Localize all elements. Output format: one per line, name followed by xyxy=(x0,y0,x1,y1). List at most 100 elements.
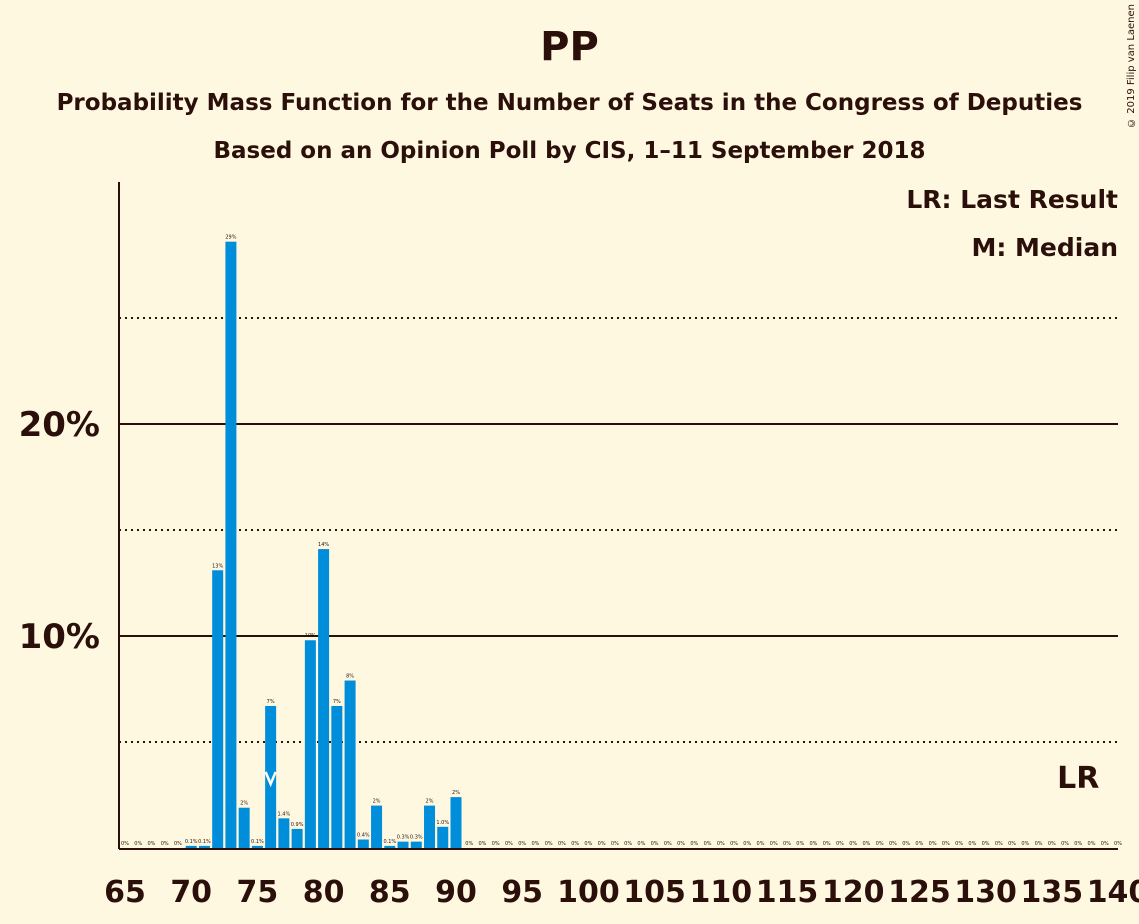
bar-label-121: 0% xyxy=(862,841,870,847)
x-tick-label: 65 xyxy=(104,875,146,910)
bar-label-79: 10% xyxy=(305,633,316,639)
bar-label-94: 0% xyxy=(505,841,513,847)
bar-76 xyxy=(265,705,277,848)
last-result-label: LR xyxy=(1057,761,1099,796)
bar-label-137: 0% xyxy=(1074,841,1082,847)
bar-label-129: 0% xyxy=(968,841,976,847)
y-tick-label: 10% xyxy=(19,617,100,657)
bar-label-120: 0% xyxy=(849,841,857,847)
bar-84 xyxy=(371,805,383,848)
bar-label-114: 0% xyxy=(770,841,778,847)
bar-label-110: 0% xyxy=(717,841,725,847)
bar-label-140: 0% xyxy=(1114,841,1122,847)
bar-label-106: 0% xyxy=(664,841,672,847)
bar-label-84: 2% xyxy=(373,799,381,805)
bar-label-134: 0% xyxy=(1035,841,1043,847)
bar-label-81: 7% xyxy=(333,699,341,705)
bar-label-85: 0.1% xyxy=(383,839,396,845)
bar-74 xyxy=(238,807,250,848)
bar-label-74: 2% xyxy=(240,801,248,807)
bar-label-91: 0% xyxy=(465,841,473,847)
bar-81 xyxy=(331,705,343,848)
bar-label-112: 0% xyxy=(743,841,751,847)
bar-label-75: 0.1% xyxy=(251,839,264,845)
bar-label-132: 0% xyxy=(1008,841,1016,847)
legend-last-result: LR: Last Result xyxy=(906,185,1118,214)
bar-label-96: 0% xyxy=(531,841,539,847)
x-tick-label: 140 xyxy=(1087,875,1139,910)
y-tick-label: 20% xyxy=(19,405,100,445)
x-tick-label: 110 xyxy=(689,875,752,910)
bar-label-119: 0% xyxy=(836,841,844,847)
bar-86 xyxy=(397,841,409,848)
x-tick-label: 95 xyxy=(501,875,543,910)
bar-label-98: 0% xyxy=(558,841,566,847)
bar-label-122: 0% xyxy=(876,841,884,847)
bar-label-138: 0% xyxy=(1088,841,1096,847)
bar-label-71: 0.1% xyxy=(198,839,211,845)
bar-75 xyxy=(251,845,263,848)
bar-label-100: 0% xyxy=(584,841,592,847)
bar-label-92: 0% xyxy=(479,841,487,847)
bar-label-102: 0% xyxy=(611,841,619,847)
bar-label-72: 13% xyxy=(212,563,223,569)
bar-label-105: 0% xyxy=(651,841,659,847)
bar-78 xyxy=(291,828,303,848)
bar-label-89: 1.0% xyxy=(436,820,449,826)
bar-70 xyxy=(185,845,197,848)
bar-label-109: 0% xyxy=(704,841,712,847)
bar-label-111: 0% xyxy=(730,841,738,847)
bar-label-68: 0% xyxy=(161,841,169,847)
bar-label-78: 0.9% xyxy=(291,822,304,828)
bar-label-99: 0% xyxy=(571,841,579,847)
x-tick-label: 125 xyxy=(888,875,951,910)
bar-82 xyxy=(344,680,356,848)
bar-label-123: 0% xyxy=(889,841,897,847)
chart-subtitle: Probability Mass Function for the Number… xyxy=(56,90,1083,116)
bar-label-104: 0% xyxy=(637,841,645,847)
bar-label-95: 0% xyxy=(518,841,526,847)
bar-label-117: 0% xyxy=(810,841,818,847)
bar-85 xyxy=(384,845,396,848)
bar-label-66: 0% xyxy=(134,841,142,847)
bar-90 xyxy=(450,797,462,848)
bar-label-103: 0% xyxy=(624,841,632,847)
bar-label-101: 0% xyxy=(598,841,606,847)
x-tick-label: 80 xyxy=(303,875,345,910)
bar-label-133: 0% xyxy=(1021,841,1029,847)
bar-label-131: 0% xyxy=(995,841,1003,847)
bar-label-125: 0% xyxy=(915,841,923,847)
bar-label-118: 0% xyxy=(823,841,831,847)
bar-label-90: 2% xyxy=(452,790,460,796)
bar-label-136: 0% xyxy=(1061,841,1069,847)
bar-label-76: 7% xyxy=(267,699,275,705)
bar-83 xyxy=(357,839,369,848)
bar-label-113: 0% xyxy=(757,841,765,847)
x-tick-label: 85 xyxy=(369,875,411,910)
bar-label-108: 0% xyxy=(690,841,698,847)
bar-label-93: 0% xyxy=(492,841,500,847)
x-tick-label: 75 xyxy=(237,875,279,910)
bar-89 xyxy=(437,826,449,848)
x-tick-label: 120 xyxy=(822,875,885,910)
chart-source: Based on an Opinion Poll by CIS, 1–11 Se… xyxy=(213,138,926,164)
x-tick-label: 105 xyxy=(623,875,686,910)
bar-79 xyxy=(304,640,316,848)
bar-77 xyxy=(278,818,290,848)
x-tick-label: 100 xyxy=(557,875,620,910)
x-tick-label: 90 xyxy=(435,875,477,910)
bar-label-124: 0% xyxy=(902,841,910,847)
bar-71 xyxy=(198,845,210,848)
x-tick-label: 115 xyxy=(756,875,819,910)
bar-72 xyxy=(212,570,224,848)
bar-87 xyxy=(410,841,422,848)
bar-label-127: 0% xyxy=(942,841,950,847)
bar-label-67: 0% xyxy=(148,841,156,847)
bar-label-115: 0% xyxy=(783,841,791,847)
bar-label-69: 0% xyxy=(174,841,182,847)
x-tick-label: 135 xyxy=(1020,875,1083,910)
bar-label-86: 0.3% xyxy=(397,835,410,841)
bar-label-70: 0.1% xyxy=(185,839,198,845)
bar-label-77: 1.4% xyxy=(278,811,291,817)
